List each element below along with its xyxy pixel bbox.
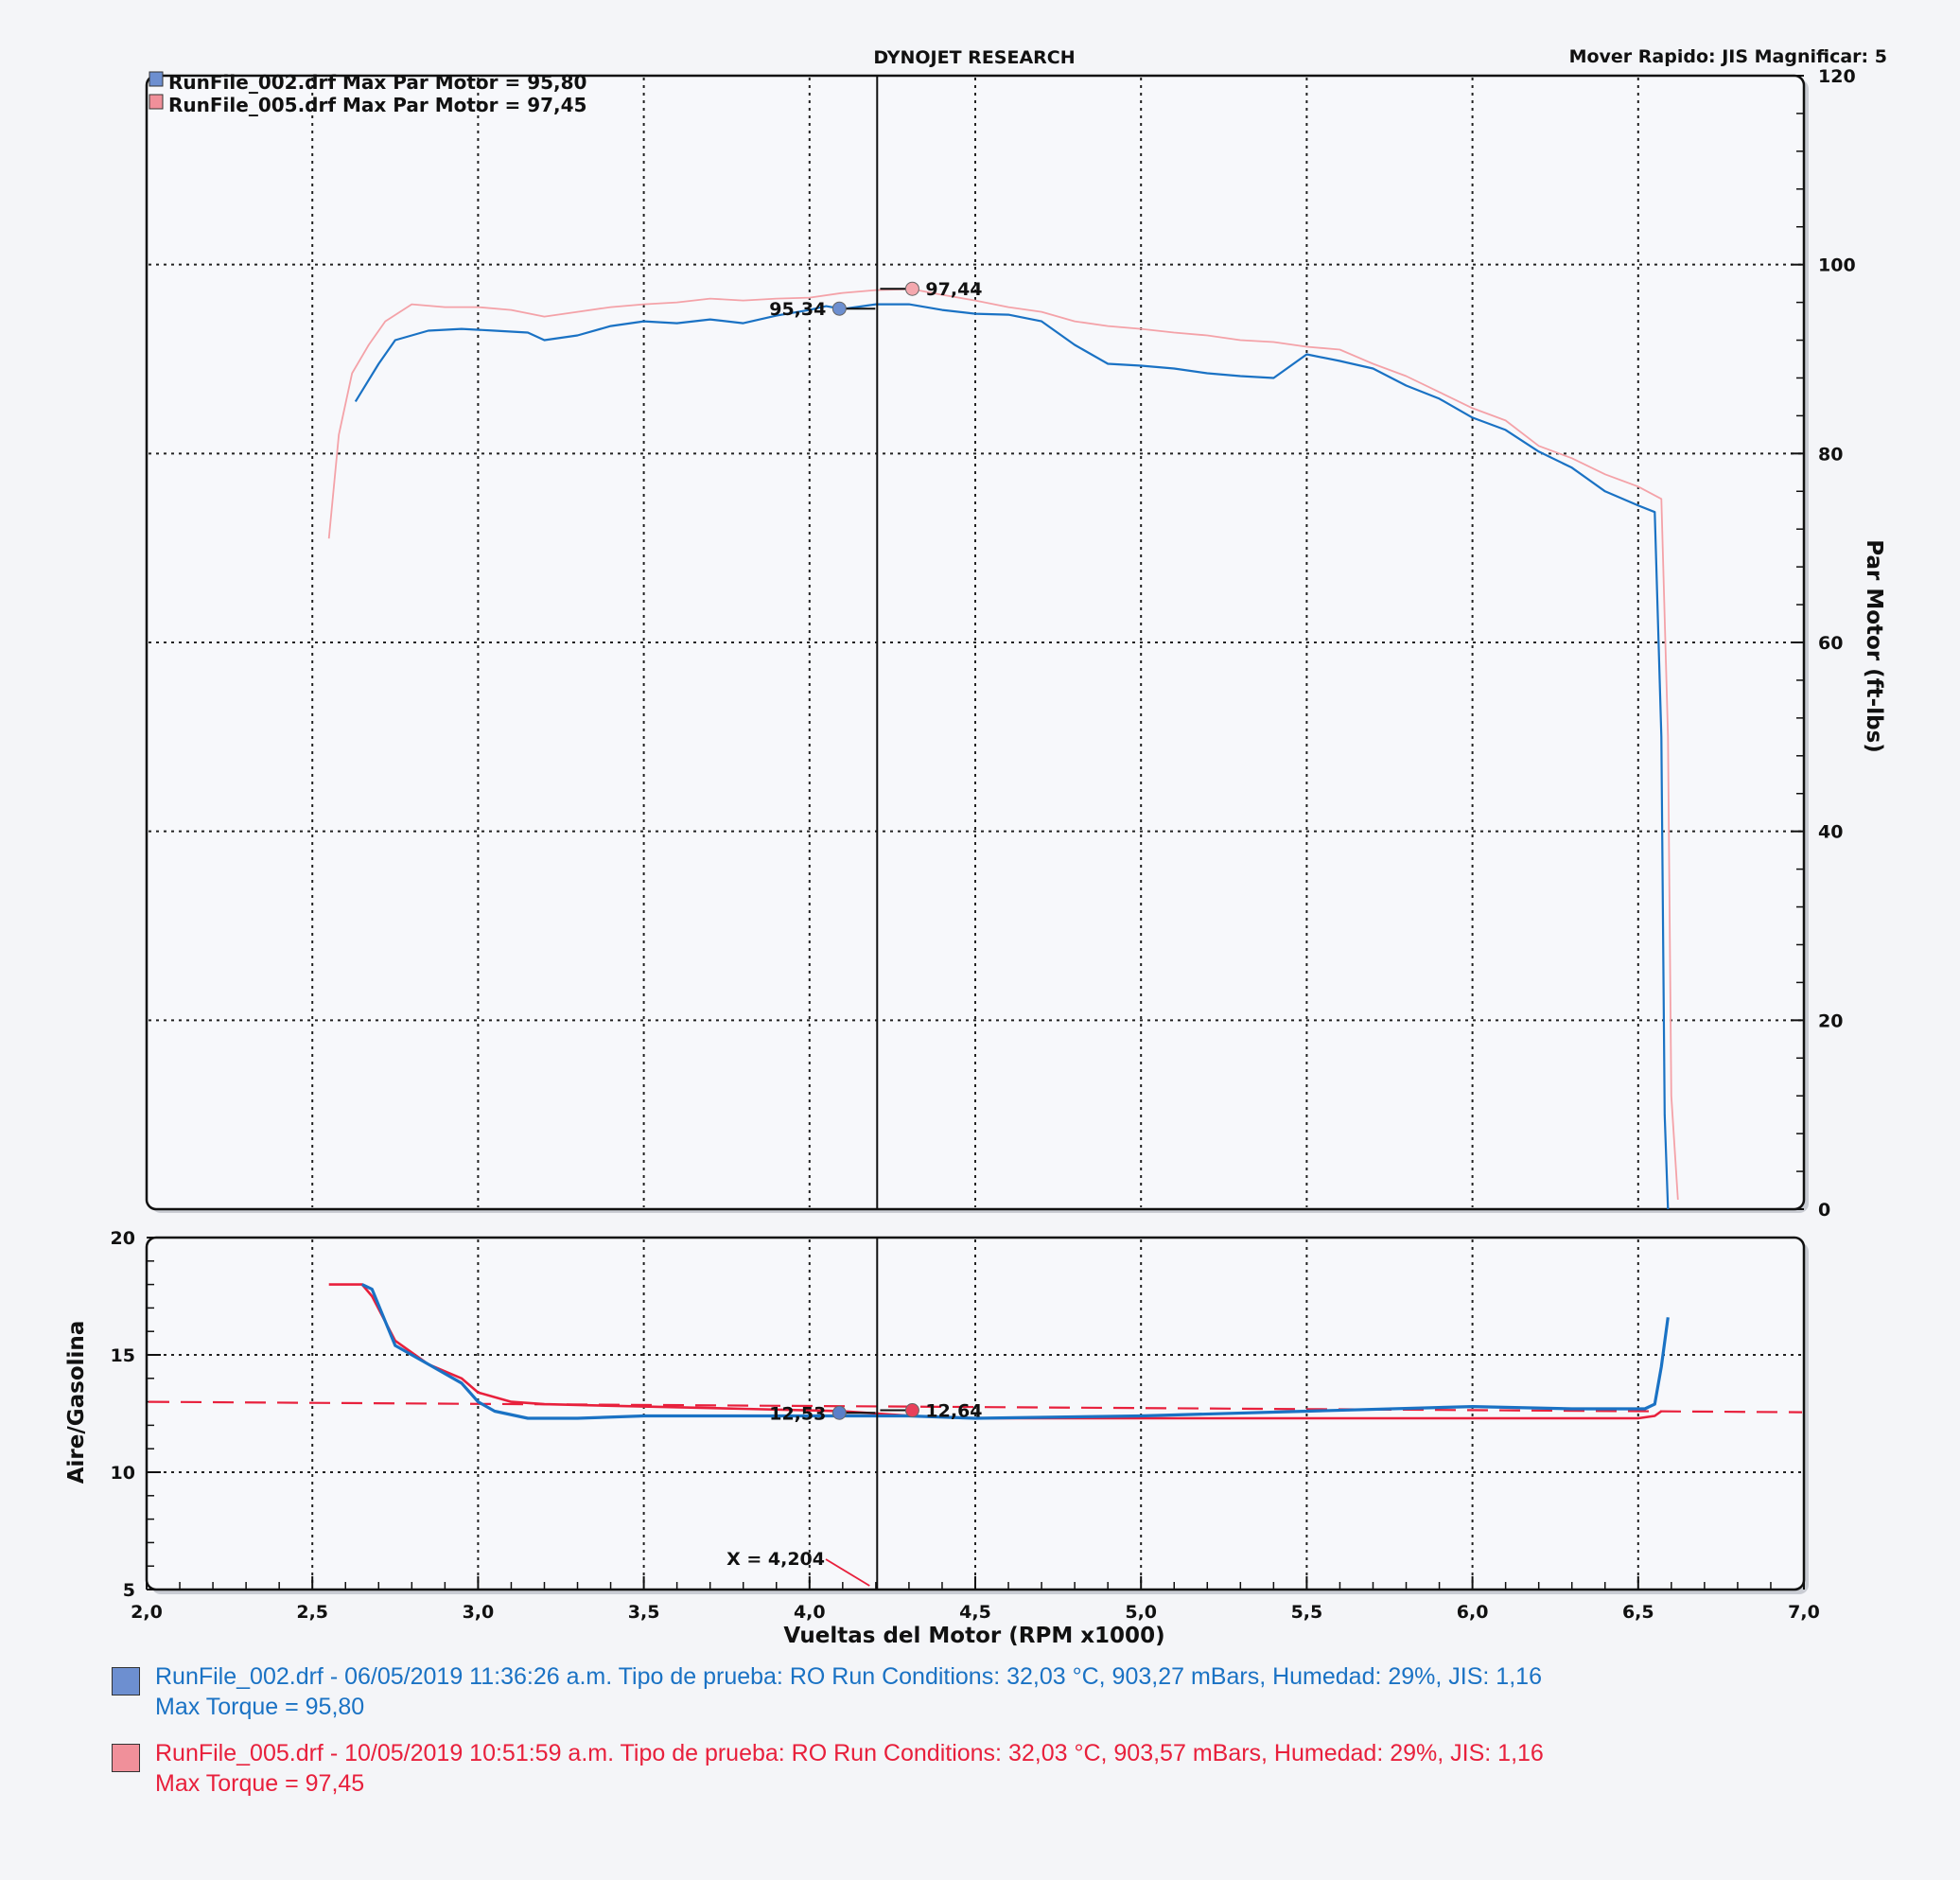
torque-series-002	[354, 303, 1670, 1210]
afr-series-005	[328, 1283, 1663, 1420]
afr-marker-005-label: 12,64	[925, 1401, 982, 1422]
torque-tick-label: 40	[1818, 822, 1843, 843]
afr-tick-label: 15	[111, 1345, 135, 1366]
cursor-label: X = 4,204	[726, 1549, 825, 1570]
footer-run-002-line1: RunFile_002.drf - 06/05/2019 11:36:26 a.…	[155, 1663, 1542, 1690]
afr-marker-002-dot	[831, 1405, 847, 1420]
footer-swatch-005	[112, 1744, 140, 1772]
legend-label-002: RunFile_002.drf Max Par Motor = 95,80	[168, 71, 586, 94]
legend-swatch-002	[149, 71, 164, 87]
cursor-pointer	[825, 1558, 870, 1587]
afr-marker-005-dot	[904, 1403, 919, 1418]
torque-tick-label: 120	[1818, 66, 1856, 87]
x-tick-label: 2,0	[131, 1602, 163, 1623]
torque-marker-002-label: 95,34	[769, 299, 826, 320]
x-tick-label: 5,0	[1125, 1602, 1157, 1623]
axis-ticks: 0 20 40 60 80 100 120 5 10 15 20 2,0 2,5 3,0 3,5 4,0 4,5…	[111, 66, 1856, 1623]
cursor-markers: X = 4,204 95,34 97,44 12,53 12,64	[726, 76, 983, 1590]
footer-swatch-002	[112, 1667, 140, 1696]
afr-reference-line	[148, 1400, 1803, 1414]
torque-marker-005-label: 97,44	[925, 279, 982, 300]
footer-run-005-line1: RunFile_005.drf - 10/05/2019 10:51:59 a.…	[155, 1740, 1544, 1766]
series-lines	[148, 288, 1803, 1420]
torque-series-005	[327, 288, 1679, 1201]
x-tick-label: 3,5	[628, 1602, 660, 1623]
legend-label-005: RunFile_005.drf Max Par Motor = 97,45	[168, 94, 586, 116]
afr-marker-002-label: 12,53	[769, 1403, 826, 1424]
torque-tick-label: 60	[1818, 633, 1843, 654]
chart-header-title: DYNOJET RESEARCH	[873, 47, 1075, 68]
footer-run-002-line2: Max Torque = 95,80	[155, 1694, 365, 1720]
x-axis-title: Vueltas del Motor (RPM x1000)	[783, 1624, 1164, 1648]
torque-marker-005-dot	[904, 281, 919, 296]
legend-swatch-005	[149, 94, 164, 110]
torque-axis-title: Par Motor (ft-lbs)	[1862, 539, 1886, 753]
x-tick-label: 2,5	[296, 1602, 328, 1623]
grid-lines	[149, 78, 1802, 1588]
torque-tick-label: 0	[1818, 1200, 1830, 1221]
x-tick-label: 4,0	[794, 1602, 826, 1623]
x-tick-label: 6,0	[1457, 1602, 1489, 1623]
x-tick-label: 7,0	[1788, 1602, 1820, 1623]
afr-tick-label: 5	[123, 1580, 135, 1601]
torque-tick-label: 100	[1818, 255, 1856, 276]
torque-marker-002-dot	[831, 301, 847, 316]
footer-run-005-line2: Max Torque = 97,45	[155, 1770, 365, 1797]
afr-tick-label: 10	[111, 1463, 135, 1484]
x-tick-label: 6,5	[1622, 1602, 1654, 1623]
x-tick-label: 3,0	[463, 1602, 495, 1623]
x-tick-label: 4,5	[959, 1602, 991, 1623]
afr-axis-title: Aire/Gasolina	[64, 1321, 89, 1485]
torque-tick-label: 20	[1818, 1010, 1843, 1031]
afr-tick-label: 20	[111, 1228, 135, 1249]
chart-header-right: Mover Rapido: JIS Magnificar: 5	[1569, 46, 1887, 67]
x-tick-label: 5,5	[1291, 1602, 1323, 1623]
torque-tick-label: 80	[1818, 444, 1843, 465]
afr-series-002	[361, 1283, 1670, 1420]
